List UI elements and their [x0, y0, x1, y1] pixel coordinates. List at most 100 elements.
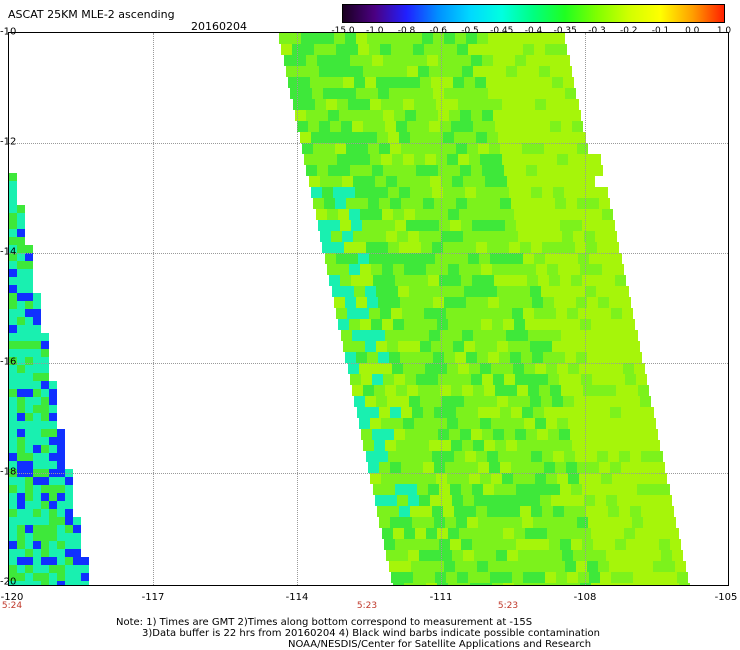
swath-cell	[611, 253, 622, 264]
swath-cell	[597, 506, 608, 517]
swath-cell	[356, 88, 367, 99]
swath-cell	[494, 539, 505, 550]
swath-cell	[386, 495, 397, 506]
swath-cell	[437, 319, 448, 330]
swath-cell	[326, 154, 337, 165]
swath-cell-left	[9, 341, 17, 349]
swath-cell	[534, 572, 545, 583]
swath-cell	[529, 550, 540, 561]
swath-cell	[565, 561, 576, 572]
swath-cell	[627, 440, 638, 451]
swath-cell	[297, 121, 308, 132]
swath-cell	[507, 176, 518, 187]
colorbar-label: -0.2	[619, 26, 638, 36]
swath-cell	[423, 462, 434, 473]
swath-cell	[400, 33, 411, 44]
swath-cell-left	[25, 405, 33, 413]
swath-cell	[537, 110, 548, 121]
swath-cell	[461, 539, 472, 550]
swath-cell	[532, 352, 543, 363]
swath-cell	[529, 176, 540, 187]
swath-cell	[335, 143, 346, 154]
swath-cell	[617, 550, 628, 561]
swath-cell	[557, 473, 568, 484]
swath-cell	[437, 264, 448, 275]
swath-cell	[646, 583, 657, 585]
swath-cell	[387, 77, 398, 88]
footer-note-2: 3)Data buffer is 22 hrs from 20160204 4)…	[142, 628, 600, 639]
colorbar-label: -0.4	[524, 26, 543, 36]
swath-cell	[412, 407, 423, 418]
swath-cell	[438, 165, 449, 176]
swath-cell	[326, 99, 337, 110]
swath-cell-left	[9, 517, 17, 525]
swath-cell-left	[41, 533, 49, 541]
swath-cell	[517, 440, 528, 451]
swath-cell	[564, 451, 575, 462]
swath-cell-left	[25, 581, 33, 585]
swath-cell	[556, 308, 567, 319]
swath-cell	[400, 561, 411, 572]
swath-cell	[505, 275, 516, 286]
swath-cell	[343, 341, 354, 352]
swath-cell	[581, 429, 592, 440]
swath-cell-left	[57, 565, 65, 573]
swath-cell	[446, 308, 457, 319]
swath-cell	[478, 462, 489, 473]
swath-cell	[492, 264, 503, 275]
swath-cell	[361, 165, 372, 176]
swath-cell	[417, 539, 428, 550]
swath-cell	[554, 561, 565, 572]
swath-cell	[383, 429, 394, 440]
swath-cell	[385, 385, 396, 396]
swath-cell	[366, 242, 377, 253]
swath-cell	[572, 385, 583, 396]
swath-cell	[491, 154, 502, 165]
swath-cell	[371, 209, 382, 220]
swath-cell	[636, 429, 647, 440]
swath-cell	[396, 330, 407, 341]
swath-cell	[434, 198, 445, 209]
swath-cell	[412, 517, 423, 528]
swath-cell-left	[33, 437, 41, 445]
swath-cell	[410, 187, 421, 198]
swath-cell	[499, 33, 510, 44]
colorbar-label: -15.0	[331, 26, 355, 36]
swath-cell	[324, 198, 335, 209]
swath-cell	[344, 132, 355, 143]
swath-cell	[502, 363, 513, 374]
swath-cell	[349, 264, 360, 275]
swath-cell	[452, 550, 463, 561]
swath-cell	[618, 396, 629, 407]
swath-cell	[494, 484, 505, 495]
swath-cell	[364, 231, 375, 242]
swath-cell	[452, 176, 463, 187]
lat-label-20: -20	[0, 576, 17, 588]
swath-cell	[609, 561, 620, 572]
swath-cell-left	[49, 429, 57, 437]
swath-cell	[519, 77, 530, 88]
swath-cell-left	[57, 485, 65, 493]
swath-cell-left	[57, 533, 65, 541]
swath-cell	[466, 33, 477, 44]
swath-cell-left	[9, 477, 17, 485]
swath-cell	[626, 484, 637, 495]
swath-cell	[528, 330, 539, 341]
swath-cell	[599, 407, 610, 418]
swath-cell	[456, 517, 467, 528]
swath-cell	[468, 308, 479, 319]
swath-cell	[365, 396, 376, 407]
swath-cell	[474, 550, 485, 561]
swath-cell	[421, 506, 432, 517]
swath-cell	[545, 44, 556, 55]
swath-cell	[553, 451, 564, 462]
swath-cell	[455, 297, 466, 308]
swath-cell	[415, 583, 426, 585]
swath-cell	[450, 275, 461, 286]
swath-cell	[370, 99, 381, 110]
swath-cell-left	[73, 533, 81, 541]
swath-cell	[460, 110, 471, 121]
swath-cell	[543, 33, 554, 44]
swath-cell-left	[33, 309, 41, 317]
swath-cell	[571, 220, 582, 231]
